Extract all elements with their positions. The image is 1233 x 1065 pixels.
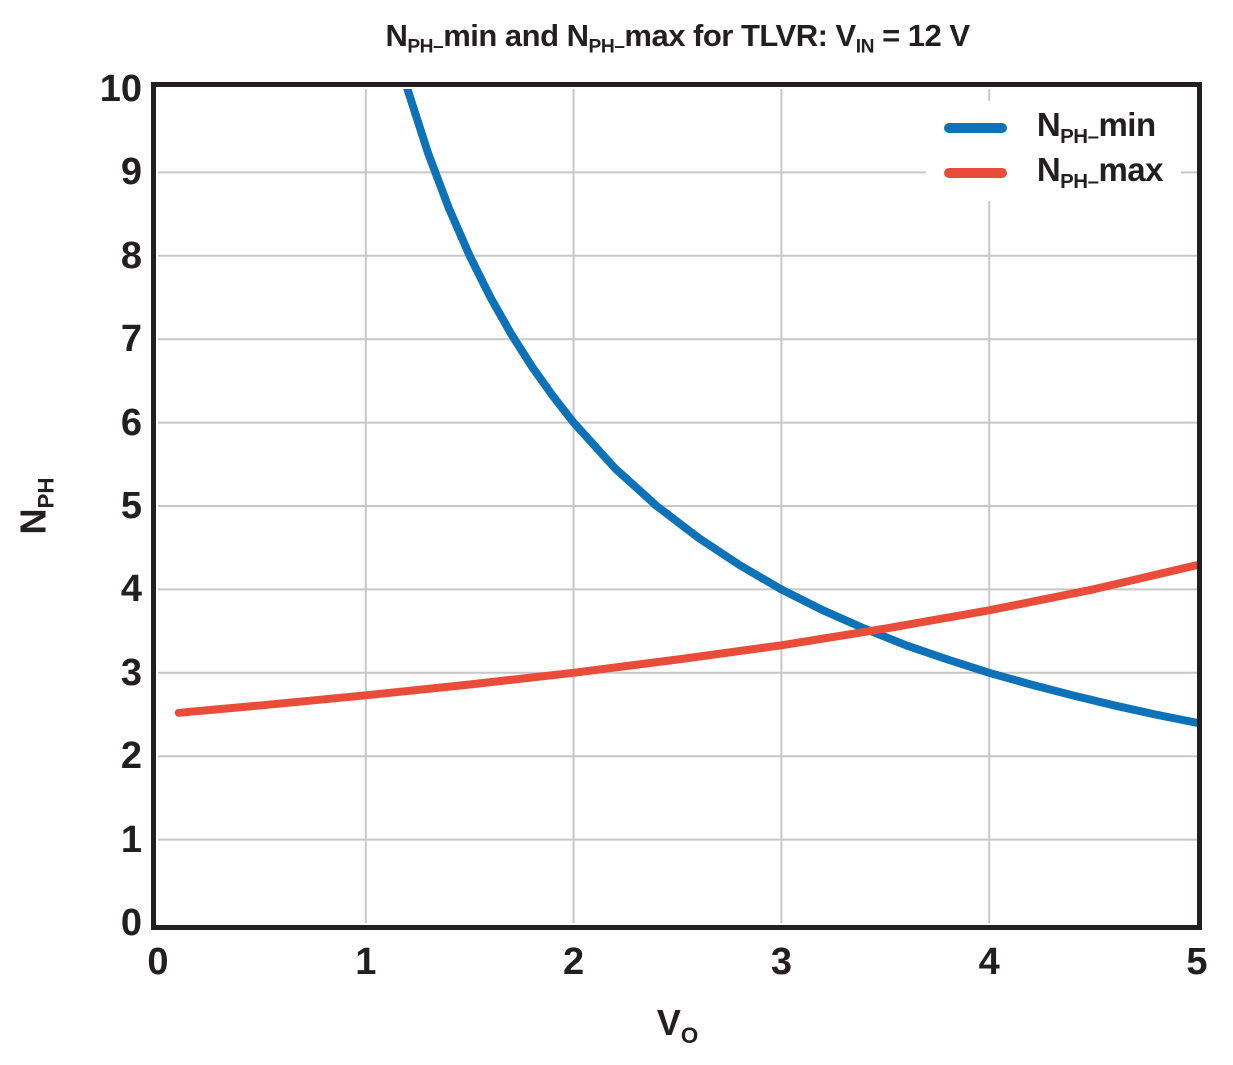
legend-label-nph-min: NPH–min bbox=[1037, 106, 1156, 149]
x-tick-label: 2 bbox=[563, 941, 585, 983]
legend-item-nph-min: NPH–min bbox=[943, 105, 1163, 150]
chart-title: NPH–min and NPH–max for TLVR: VIN = 12 V bbox=[158, 18, 1197, 59]
legend: NPH–min NPH–max bbox=[925, 101, 1181, 201]
legend-item-nph-max: NPH–max bbox=[943, 150, 1164, 195]
text-segment: N bbox=[1036, 150, 1061, 188]
x-axis-label: VO bbox=[158, 1002, 1197, 1049]
y-tick-label: 8 bbox=[120, 234, 142, 277]
text-segment: = 12 V bbox=[873, 18, 970, 53]
series-line-n_ph_max bbox=[174, 561, 1197, 717]
y-tick-label: 10 bbox=[99, 68, 142, 110]
text-segment: max for TLVR: V bbox=[624, 18, 856, 53]
text-segment: min and N bbox=[443, 18, 589, 53]
y-tick-label: 3 bbox=[120, 651, 142, 694]
y-tick-label: 0 bbox=[120, 902, 142, 944]
x-tick-label: 4 bbox=[978, 941, 1000, 983]
text-segment: N bbox=[1036, 105, 1061, 143]
text-segment: min bbox=[1098, 105, 1156, 143]
plot-area bbox=[158, 89, 1197, 923]
y-tick-label: 6 bbox=[120, 401, 142, 444]
text-segment: max bbox=[1098, 150, 1163, 188]
series-line-n_ph_min bbox=[403, 89, 1197, 727]
subscript-text: PH– bbox=[1060, 170, 1099, 194]
nph-min-line-swatch bbox=[943, 122, 1007, 133]
x-tick-label: 0 bbox=[147, 941, 169, 983]
legend-label-nph-max: NPH–max bbox=[1036, 150, 1164, 194]
subscript-text: O bbox=[680, 1022, 699, 1048]
text-segment: N bbox=[385, 18, 408, 53]
text-segment: V bbox=[656, 1002, 681, 1043]
y-tick-label: 4 bbox=[120, 568, 142, 611]
subscript-text: PH– bbox=[407, 36, 444, 58]
y-tick-label: 9 bbox=[120, 151, 142, 194]
x-tick-label: 1 bbox=[355, 941, 377, 983]
y-tick-label: 5 bbox=[120, 485, 142, 527]
x-tick-label: 5 bbox=[1186, 941, 1208, 983]
y-tick-label: 7 bbox=[120, 318, 142, 361]
x-tick-label: 3 bbox=[770, 941, 792, 983]
subscript-text: PH– bbox=[588, 36, 625, 58]
subscript-text: PH– bbox=[1060, 125, 1099, 149]
y-tick-label: 1 bbox=[120, 818, 142, 861]
nph-max-line-swatch bbox=[943, 167, 1007, 178]
y-tick-label: 2 bbox=[120, 735, 142, 778]
subscript-text: IN bbox=[855, 36, 875, 58]
